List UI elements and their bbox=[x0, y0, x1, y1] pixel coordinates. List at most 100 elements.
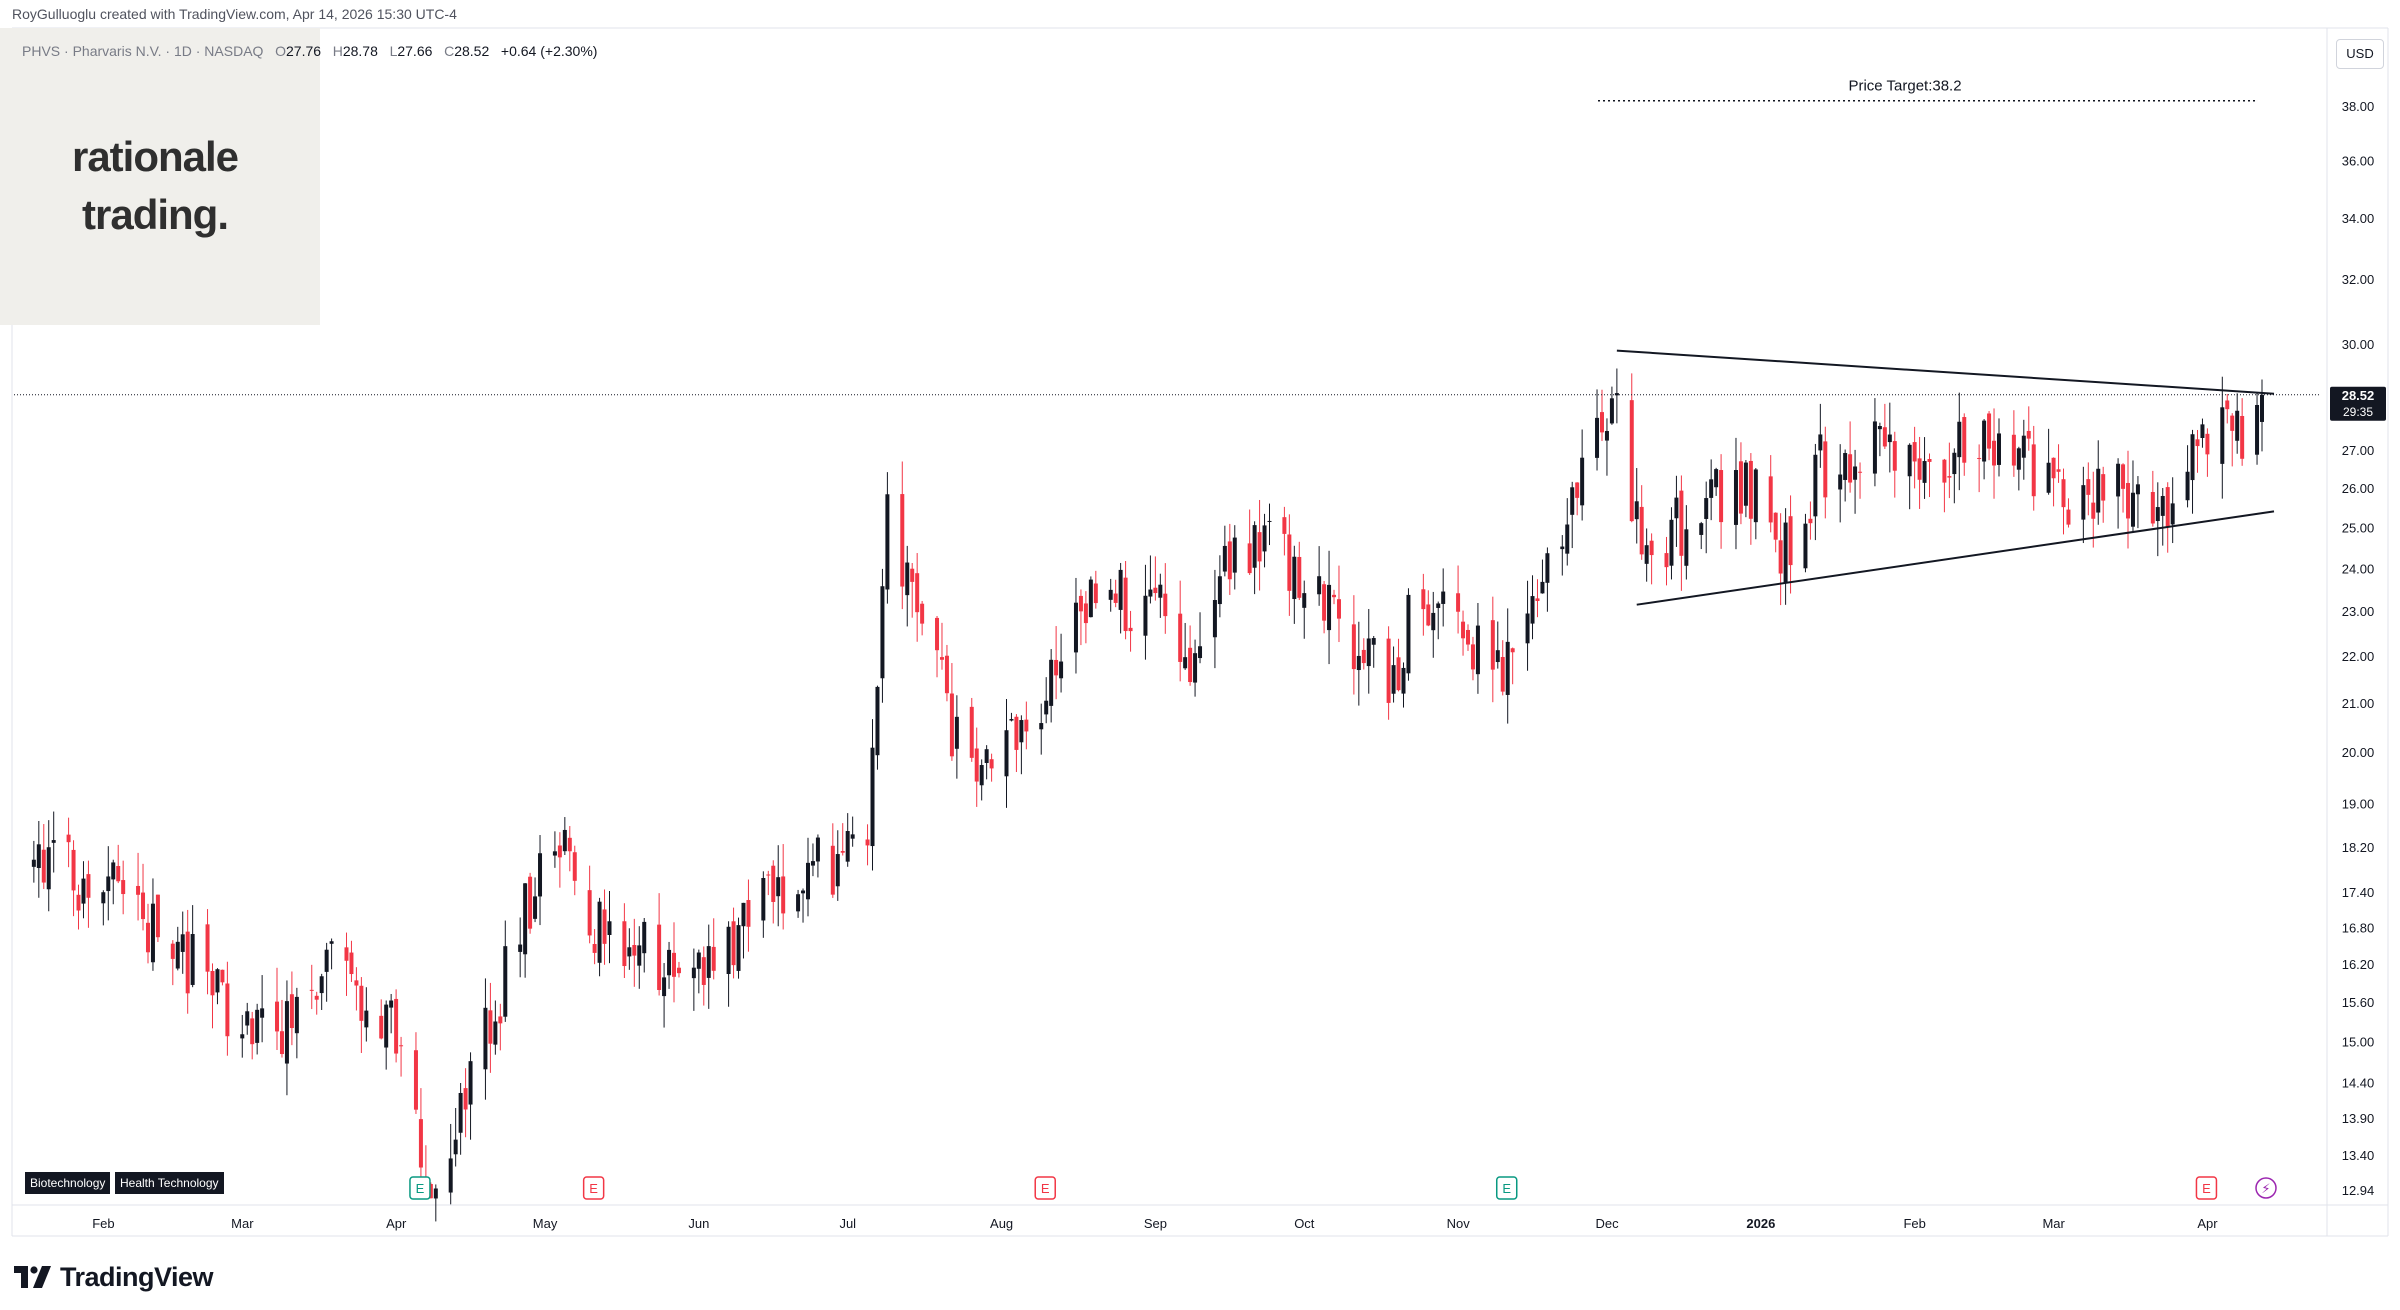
earnings-event-icon[interactable] bbox=[1034, 1176, 1056, 1200]
candle-body bbox=[294, 996, 299, 1034]
candle-body bbox=[533, 896, 538, 919]
candle-body bbox=[354, 980, 359, 986]
candle-body bbox=[1525, 613, 1530, 644]
price-tick-label: 16.80 bbox=[2342, 920, 2375, 935]
candle-body bbox=[1212, 600, 1217, 638]
candle-body bbox=[1128, 627, 1133, 632]
candle-body bbox=[1639, 506, 1644, 555]
candle-body bbox=[1674, 497, 1679, 519]
candle-body bbox=[1431, 612, 1436, 631]
candle-body bbox=[1927, 459, 1932, 462]
candle-body bbox=[2200, 424, 2205, 438]
candle-body bbox=[1257, 532, 1262, 562]
candle-body bbox=[364, 1010, 369, 1028]
candle-body bbox=[2016, 448, 2021, 470]
candle-body bbox=[1996, 433, 2001, 465]
candle-body bbox=[1317, 576, 1322, 595]
candle-body bbox=[458, 1092, 463, 1133]
triangle-lower-trendline[interactable] bbox=[1636, 510, 2275, 606]
candle-body bbox=[1882, 427, 1887, 447]
price-tick-label: 36.00 bbox=[2342, 153, 2375, 168]
time-tick-label: Apr bbox=[2197, 1216, 2218, 1231]
candle-body bbox=[399, 1045, 404, 1047]
candle-body bbox=[1560, 546, 1565, 550]
candle-body bbox=[1803, 523, 1808, 569]
currency-button[interactable]: USD bbox=[2336, 39, 2384, 69]
earnings-event-label: E bbox=[589, 1181, 598, 1196]
industry-badge[interactable]: Health Technology bbox=[115, 1172, 224, 1194]
candle-body bbox=[1366, 638, 1371, 667]
candle-body bbox=[676, 967, 681, 974]
sector-badge[interactable]: Biotechnology bbox=[25, 1172, 111, 1194]
candle-body bbox=[1178, 613, 1183, 662]
candle-body bbox=[587, 890, 592, 936]
candle-body bbox=[2240, 415, 2245, 459]
candle-body bbox=[1282, 517, 1287, 534]
price-axis[interactable]: 38.00 36.00 34.00 32.00 30.00 27.00 26.00 25.00… bbox=[2342, 99, 2375, 1198]
candle-body bbox=[1143, 595, 1148, 636]
candle-body bbox=[1907, 444, 1912, 477]
candle-body bbox=[1987, 413, 1992, 449]
candle-body bbox=[711, 946, 716, 971]
candle-body bbox=[815, 837, 820, 862]
symbol-line[interactable]: PHVS · Pharvaris N.V. · 1D · NASDAQ bbox=[22, 43, 264, 59]
candle-body bbox=[1054, 659, 1059, 676]
candle-body bbox=[1773, 512, 1778, 540]
candle-body bbox=[691, 967, 696, 979]
candle-body bbox=[2230, 415, 2235, 431]
price-tick-label: 21.00 bbox=[2342, 696, 2375, 711]
candle-body bbox=[1113, 593, 1118, 603]
candle-body bbox=[413, 1050, 418, 1110]
tradingview-logo[interactable]: TradingView bbox=[14, 1261, 214, 1292]
candle-body bbox=[944, 655, 949, 694]
candle-body bbox=[2066, 509, 2071, 525]
candle-body bbox=[865, 839, 870, 846]
price-tick-label: 23.00 bbox=[2342, 604, 2375, 619]
candle-body bbox=[657, 924, 662, 991]
candle-body bbox=[1093, 583, 1098, 604]
candle-body bbox=[726, 926, 731, 975]
candle-body bbox=[1193, 653, 1198, 683]
earnings-event-icon[interactable] bbox=[2195, 1176, 2218, 1200]
candle-body bbox=[552, 851, 557, 856]
candle-body bbox=[1912, 442, 1917, 462]
candle-body bbox=[284, 1001, 289, 1064]
tradingview-brand-text: TradingView bbox=[60, 1261, 214, 1292]
candle-body bbox=[488, 1010, 493, 1044]
candle-body bbox=[870, 747, 875, 847]
last-price-label: 28.52 bbox=[2342, 388, 2375, 403]
candle-body bbox=[379, 1015, 384, 1039]
open-label: O bbox=[275, 43, 286, 59]
price-tick-label: 24.00 bbox=[2342, 561, 2375, 576]
candle-body bbox=[1565, 524, 1570, 554]
time-tick-label: Apr bbox=[386, 1216, 407, 1231]
candle-body bbox=[1262, 525, 1267, 552]
candle-body bbox=[1227, 541, 1232, 580]
candle-body bbox=[781, 876, 786, 914]
earnings-event-label: E bbox=[2202, 1181, 2211, 1196]
candle-body bbox=[2086, 479, 2091, 495]
earnings-event-icon[interactable] bbox=[582, 1176, 605, 1200]
candle-body bbox=[319, 976, 324, 994]
dividend-event-icon[interactable] bbox=[2255, 1177, 2277, 1199]
time-axis[interactable]: Feb Mar Apr May Jun Jul Aug Sep Oct Nov Dec 2026 Feb… bbox=[92, 1216, 2218, 1231]
candle-body bbox=[175, 941, 180, 969]
earnings-event-icon[interactable] bbox=[409, 1176, 431, 1200]
earnings-event-icon[interactable] bbox=[1495, 1176, 1518, 1200]
candle-body bbox=[1019, 720, 1024, 743]
time-tick-label: 2026 bbox=[1746, 1216, 1775, 1231]
candle-body bbox=[1426, 604, 1431, 626]
candle-body bbox=[910, 568, 915, 582]
candle-body bbox=[696, 952, 701, 969]
price-tick-label: 13.40 bbox=[2342, 1148, 2375, 1163]
candle-body bbox=[1108, 589, 1113, 600]
candle-body bbox=[1858, 471, 1863, 473]
candle-body bbox=[2170, 503, 2175, 525]
candle-body bbox=[1738, 461, 1743, 514]
triangle-upper-trendline[interactable] bbox=[1616, 349, 2275, 395]
candle-body bbox=[2081, 485, 2086, 520]
candle-body bbox=[394, 998, 399, 1054]
candle-body bbox=[1748, 460, 1753, 519]
candle-body bbox=[255, 1009, 260, 1043]
